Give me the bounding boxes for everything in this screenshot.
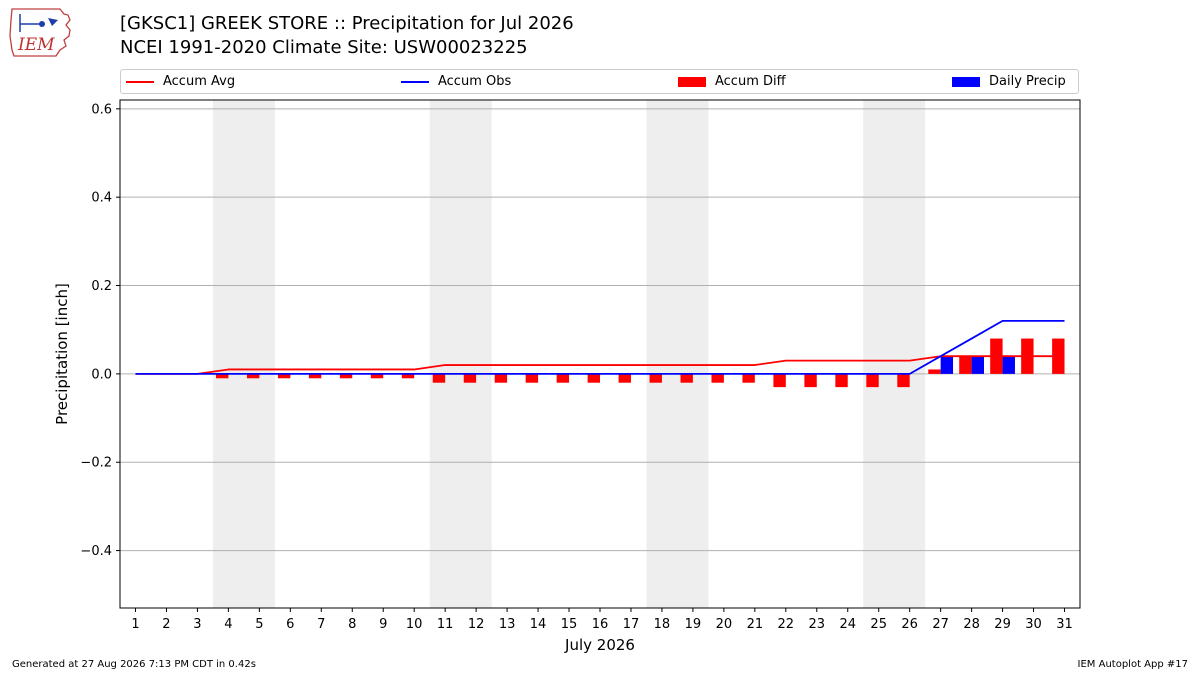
x-tick-label: 27 — [932, 617, 949, 632]
x-tick-label: 19 — [685, 617, 702, 632]
bar-accum-diff — [680, 373, 693, 383]
y-tick-label: 0.4 — [91, 191, 112, 206]
bar-accum-diff — [308, 373, 322, 379]
legend-swatch-daily-precip — [952, 76, 980, 87]
legend-swatch-accum-avg — [126, 80, 154, 83]
bar-accum-diff — [897, 373, 910, 388]
bar-accum-diff — [246, 373, 260, 379]
bar-accum-diff — [216, 373, 229, 379]
x-tick-label: 14 — [530, 617, 547, 632]
legend-item-accum-obs: Accum Obs — [401, 74, 511, 89]
y-tick-label: −0.4 — [80, 544, 112, 559]
legend-item-accum-diff: Accum Diff — [678, 74, 786, 89]
x-tick-label: 15 — [561, 617, 578, 632]
bar-accum-diff — [711, 373, 724, 383]
bar-accum-diff — [649, 373, 662, 383]
x-tick-label: 6 — [286, 617, 294, 632]
bar-accum-diff — [370, 373, 384, 379]
chart-title: [GKSC1] GREEK STORE :: Precipitation for… — [120, 13, 574, 34]
weekend-band — [429, 100, 492, 608]
legend-swatch-accum-diff — [678, 76, 706, 87]
bar-accum-diff — [463, 373, 477, 383]
bar-accum-diff — [835, 373, 848, 388]
x-tick-label: 7 — [317, 617, 325, 632]
legend-label-accum-avg: Accum Avg — [163, 74, 236, 89]
footer-generated: Generated at 27 Aug 2026 7:13 PM CDT in … — [12, 659, 256, 670]
x-tick-label: 8 — [348, 617, 356, 632]
x-tick-label: 21 — [747, 617, 764, 632]
bar-accum-diff — [432, 373, 446, 383]
x-tick-label: 3 — [193, 617, 201, 632]
legend: Accum Avg Accum Obs Accum Diff Daily Pre… — [120, 69, 1079, 94]
legend-item-accum-avg: Accum Avg — [126, 74, 235, 89]
bar-accum-diff — [494, 373, 508, 383]
y-tick-label: 0.2 — [91, 279, 112, 294]
legend-swatch-accum-obs — [401, 80, 429, 83]
x-tick-label: 24 — [839, 617, 856, 632]
x-tick-label: 9 — [379, 617, 387, 632]
y-tick-label: 0.0 — [91, 367, 112, 382]
x-tick-label: 18 — [654, 617, 671, 632]
x-tick-label: 17 — [623, 617, 640, 632]
bar-daily-precip — [1002, 356, 1015, 374]
bar-accum-diff — [587, 373, 600, 383]
legend-label-daily-precip: Daily Precip — [989, 74, 1066, 89]
legend-label-accum-obs: Accum Obs — [438, 74, 512, 89]
bar-accum-diff — [742, 373, 755, 383]
chart-subtitle: NCEI 1991-2020 Climate Site: USW00023225 — [120, 37, 528, 58]
weekend-band — [212, 100, 275, 608]
iem-logo: IEM — [9, 8, 71, 57]
y-tick-label: 0.6 — [91, 102, 112, 117]
x-tick-label: 26 — [901, 617, 918, 632]
footer-app: IEM Autoplot App #17 — [1077, 659, 1188, 670]
y-tick-label: −0.2 — [80, 456, 112, 471]
bar-accum-diff — [959, 356, 972, 374]
x-tick-label: 4 — [224, 617, 232, 632]
bar-daily-precip — [940, 356, 954, 374]
x-tick-label: 23 — [809, 617, 826, 632]
x-tick-label: 10 — [406, 617, 423, 632]
bar-accum-diff — [339, 373, 353, 379]
x-tick-label: 29 — [994, 617, 1011, 632]
logo-text: IEM — [17, 35, 55, 55]
bar-accum-diff — [804, 373, 817, 388]
x-axis-label: July 2026 — [564, 636, 635, 654]
x-tick-label: 25 — [870, 617, 887, 632]
bar-accum-diff — [618, 373, 631, 383]
x-tick-label: 16 — [592, 617, 609, 632]
x-tick-label: 11 — [437, 617, 454, 632]
bar-accum-diff — [277, 373, 291, 379]
x-tick-label: 5 — [255, 617, 263, 632]
x-tick-label: 31 — [1056, 617, 1073, 632]
x-tick-label: 22 — [778, 617, 795, 632]
x-tick-label: 13 — [499, 617, 516, 632]
x-tick-label: 30 — [1025, 617, 1042, 632]
legend-label-accum-diff: Accum Diff — [715, 74, 786, 89]
x-tick-label: 28 — [963, 617, 980, 632]
x-tick-label: 12 — [468, 617, 485, 632]
x-tick-label: 1 — [131, 617, 139, 632]
bar-accum-diff — [866, 373, 879, 388]
weekend-band — [646, 100, 709, 608]
x-tick-label: 20 — [716, 617, 733, 632]
line-accum-avg — [135, 355, 1065, 375]
bar-accum-diff — [525, 373, 539, 383]
line-accum-obs — [135, 319, 1065, 375]
bar-accum-diff — [401, 373, 415, 379]
weekend-band — [863, 100, 926, 608]
x-tick-label: 2 — [162, 617, 170, 632]
bar-accum-diff — [928, 369, 941, 374]
legend-item-daily-precip: Daily Precip — [952, 74, 1066, 89]
y-axis-label: Precipitation [inch] — [53, 283, 71, 425]
bar-daily-precip — [971, 356, 984, 374]
bar-accum-diff — [773, 373, 786, 388]
bar-accum-diff — [556, 373, 570, 383]
